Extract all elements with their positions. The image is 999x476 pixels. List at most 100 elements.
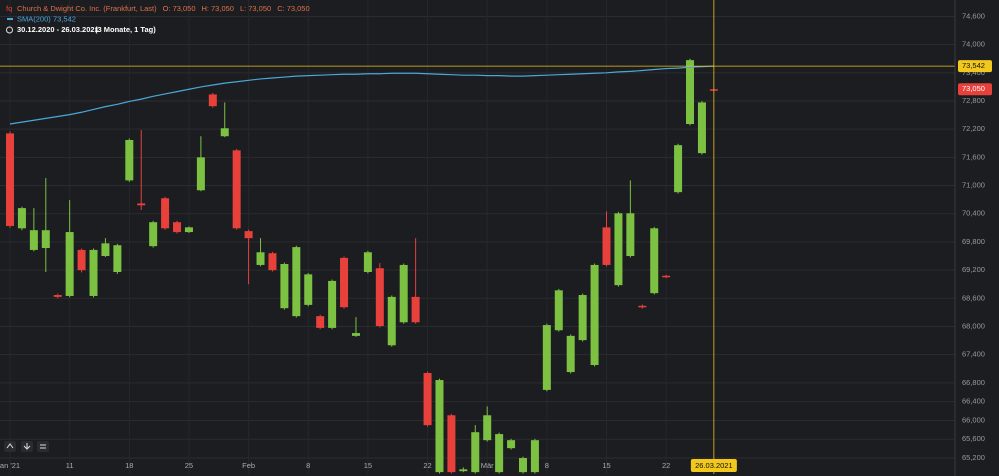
candle-body: [351, 333, 360, 336]
candle-body: [363, 252, 372, 272]
candle-body: [626, 213, 635, 257]
y-tick-label: 68,000: [962, 321, 985, 330]
y-tick-label: 73,400: [962, 68, 985, 77]
candle-body: [65, 232, 74, 296]
ohlc-label: O:: [163, 4, 171, 13]
y-tick-label: 72,800: [962, 96, 985, 105]
candle-body: [495, 434, 504, 473]
candle-body: [578, 295, 587, 341]
date-tag: [690, 459, 737, 472]
last-price-tag: [958, 83, 992, 96]
candle-body: [399, 264, 408, 323]
x-tick-label: 18: [125, 461, 133, 470]
x-tick-label: 8: [306, 461, 310, 470]
candle-body: [387, 296, 396, 346]
candle-body: [471, 432, 480, 473]
crosshair-date: 26.03.2021: [695, 461, 733, 470]
candle-body: [542, 325, 551, 390]
candle-body: [566, 335, 575, 373]
x-tick-label: 15: [602, 461, 610, 470]
icon: [40, 444, 46, 449]
marks: [6, 58, 718, 474]
y-tick-label: 69,200: [962, 265, 985, 274]
candle-body: [614, 213, 623, 286]
ohlc-value: 73,050: [211, 4, 234, 13]
candle-body: [220, 128, 229, 137]
candle-body: [6, 133, 14, 226]
zoom-button[interactable]: [4, 441, 16, 452]
candle-body: [173, 222, 182, 233]
period-note: (3 Monate, 1 Tag): [95, 25, 156, 34]
candle-body: [447, 415, 456, 473]
candle-body: [256, 252, 265, 265]
y-tick-label: 66,800: [962, 378, 985, 387]
candle-body: [650, 228, 659, 294]
candle-body: [662, 275, 671, 278]
candle-body: [113, 245, 122, 272]
candle-body: [686, 60, 695, 125]
x-tick-label: an '21: [0, 461, 20, 470]
candle-body: [292, 247, 301, 317]
y-tick-label: 69,800: [962, 237, 985, 246]
icon: [6, 443, 14, 449]
last-price-label: 73,050: [962, 84, 985, 93]
chart-title: Church & Dwight Co. Inc. (Frankfurt, Las…: [17, 4, 157, 13]
y-tick-label: 71,000: [962, 181, 985, 190]
ohlc-label: L:: [240, 4, 246, 13]
clock-icon: [6, 26, 13, 34]
candle-body: [184, 227, 193, 233]
candle-body: [89, 249, 98, 296]
y-tick-label: 74,600: [962, 11, 985, 20]
x-tick-label: 22: [662, 461, 670, 470]
header: fq Church & Dwight Co. Inc. (Frankfurt, …: [6, 4, 310, 34]
candle-body: [518, 458, 527, 473]
sma-legend-swatch: [7, 18, 13, 20]
candle-body: [125, 139, 134, 181]
candle-body: [280, 264, 289, 309]
y-tick-label: 68,600: [962, 293, 985, 302]
candle-body: [423, 372, 432, 426]
candle-body: [137, 203, 146, 206]
candle-body: [208, 94, 217, 107]
sma-legend-value: 73,542: [53, 14, 76, 23]
settings-button[interactable]: [37, 441, 49, 452]
x-tick-label: 25: [185, 461, 193, 470]
logo: fq: [6, 4, 12, 13]
candle-body: [316, 316, 325, 328]
candle-body: [674, 145, 683, 193]
ohlc-value: 73,050: [287, 4, 310, 13]
candle-body: [77, 249, 86, 271]
ohlc-label: H:: [202, 4, 210, 13]
y-tick-label: 66,000: [962, 415, 985, 424]
candle-body: [638, 305, 647, 308]
candle-body: [483, 415, 492, 441]
candle-body: [602, 227, 611, 265]
candle-body: [459, 469, 468, 472]
candle-body: [17, 208, 26, 229]
y-tick-label: 67,400: [962, 350, 985, 359]
candle-body: [554, 290, 563, 331]
y-tick-label: 65,200: [962, 453, 985, 462]
sma-price-tag: [958, 60, 992, 73]
candle-body: [161, 198, 170, 229]
y-tick-label: 74,000: [962, 40, 985, 49]
candle-body: [244, 231, 253, 239]
candle-body: [697, 102, 706, 154]
icon: [23, 443, 31, 450]
candle-body: [196, 157, 205, 191]
candle-body: [304, 274, 313, 305]
candle-body: [411, 296, 420, 323]
period: 30.12.2020 - 26.03.2021: [17, 25, 99, 34]
ohlc-value: 73,050: [173, 4, 196, 13]
candle-body: [590, 264, 599, 366]
x-tick-label: 8: [545, 461, 549, 470]
x-tick-label: Mär: [481, 461, 494, 470]
y-tick-label: 65,600: [962, 434, 985, 443]
candle-body: [435, 380, 444, 473]
toolbar[interactable]: [4, 441, 49, 452]
x-tick-label: 15: [364, 461, 372, 470]
candle-body: [375, 268, 384, 327]
